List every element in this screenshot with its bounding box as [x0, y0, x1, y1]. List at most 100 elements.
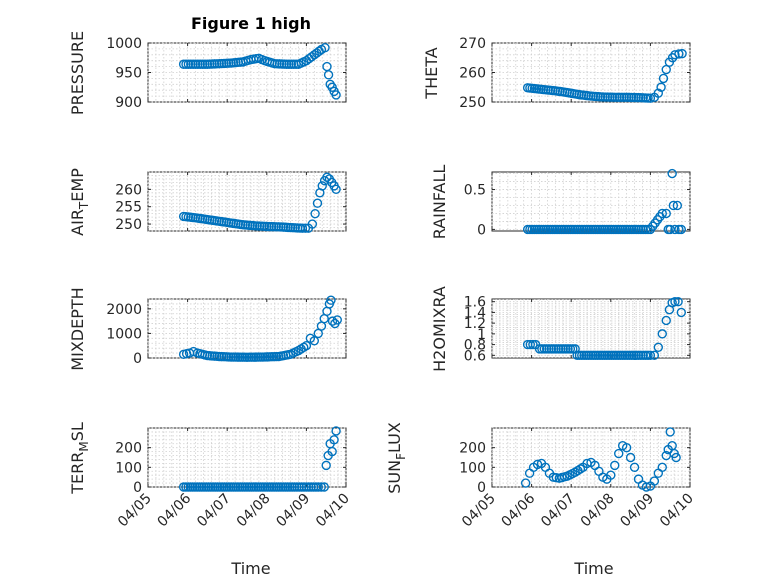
x-tick-label: 04/10: [313, 491, 353, 531]
data-point: [323, 70, 334, 80]
data-points: [522, 296, 686, 361]
y-axis-label-part: AIR: [68, 209, 87, 236]
x-tick-label: 04/08: [234, 491, 274, 531]
data-point: [310, 208, 320, 219]
data-point: [673, 296, 683, 307]
data-point: [661, 315, 671, 326]
data-point: [316, 482, 326, 492]
subplot-theta: 250 260 270 THETA: [422, 36, 691, 111]
data-point: [332, 315, 342, 325]
data-point: [657, 208, 667, 219]
axes-box: [491, 427, 691, 488]
grid-lines: [147, 298, 347, 359]
y-axis-label-part: TERR: [68, 452, 87, 495]
subplot-pressure: 900 950 1000 PRESSURE: [68, 31, 347, 115]
subplot-mixdepth: 0 1000 2000 MIXDEPTH: [68, 287, 347, 371]
data-point: [520, 478, 531, 488]
data-point: [674, 49, 684, 59]
data-point: [326, 295, 336, 305]
y-axis-label-part: SL: [68, 422, 87, 441]
y-tick-label: 0.5: [464, 183, 486, 199]
y-tick-label: 0: [133, 351, 142, 367]
x-ticks: 04/05 04/06 04/07 04/08 04/09 04/10: [115, 490, 353, 530]
data-point: [570, 344, 580, 354]
y-axis-label: PRESSURE: [68, 31, 87, 115]
x-axis-label: Time: [573, 559, 613, 578]
data-point: [307, 219, 318, 229]
y-tick-label: 1: [477, 327, 486, 343]
y-tick-label: 900: [115, 95, 142, 111]
data-point: [661, 208, 671, 219]
data-point: [625, 452, 636, 463]
data-point: [649, 476, 660, 486]
y-tick-label: 100: [459, 460, 486, 476]
x-tick-label: 04/06: [499, 490, 539, 530]
data-point: [319, 482, 329, 492]
data-point: [317, 181, 327, 191]
data-point: [331, 184, 341, 195]
data-point: [329, 435, 339, 445]
y-axis-label-subscript: F: [394, 453, 408, 460]
data-point: [331, 426, 341, 436]
data-points: [178, 295, 342, 362]
data-points: [522, 168, 686, 235]
x-tick-label: 04/08: [578, 491, 618, 531]
data-point: [610, 460, 620, 471]
data-points: [178, 426, 341, 492]
y-ticks: 250 260 270: [459, 36, 690, 111]
y-axis-label: H2OMIXRA: [430, 286, 449, 372]
data-point: [301, 341, 312, 351]
data-point: [653, 342, 664, 352]
data-point: [670, 224, 680, 235]
y-tick-label: 270: [459, 36, 486, 52]
y-axis-label-subscript: T: [77, 201, 91, 210]
y-tick-label: 1.2: [464, 316, 486, 332]
y-axis-label-part: SUN: [385, 460, 404, 494]
data-point: [649, 350, 660, 361]
y-tick-label: 250: [459, 95, 486, 111]
subplot-terr-msl: 0 100 200 04/05 04/06 04/07 04/08 04/09 04/10 T…: [68, 422, 353, 578]
y-tick-label: 0.6: [464, 348, 486, 364]
y-tick-label: 1.6: [464, 295, 486, 311]
axes-box: [147, 427, 347, 488]
data-points: [178, 43, 341, 100]
data-point: [676, 224, 686, 235]
data-point: [614, 448, 624, 459]
data-point: [629, 462, 640, 473]
data-point: [300, 223, 311, 233]
y-tick-label: 100: [115, 460, 142, 476]
x-tick-label: 04/07: [194, 491, 234, 531]
y-axis-label: MIXDEPTH: [68, 287, 87, 370]
y-ticks: 900 950 1000: [106, 36, 346, 111]
data-point: [671, 452, 681, 463]
x-tick-label: 04/05: [115, 491, 155, 531]
y-tick-label: 250: [115, 217, 142, 233]
y-tick-label: 1000: [106, 36, 142, 52]
y-tick-label: 0: [133, 480, 142, 496]
y-tick-label: 200: [459, 441, 486, 457]
data-point: [658, 73, 669, 84]
y-tick-label: 260: [115, 182, 142, 198]
y-tick-label: 255: [115, 200, 142, 216]
data-point: [528, 339, 538, 350]
data-point: [645, 350, 656, 361]
data-point: [665, 224, 675, 235]
data-point: [672, 200, 683, 211]
data-point: [657, 462, 667, 473]
y-tick-label: 1000: [106, 326, 142, 342]
data-point: [525, 339, 535, 350]
subplot-sun-flux: 0 100 200 04/05 04/06 04/07 04/08 04/09 04/10 S…: [385, 422, 697, 578]
data-point: [331, 90, 341, 100]
data-point: [327, 316, 338, 326]
data-point: [653, 88, 664, 98]
data-point: [656, 82, 666, 92]
data-point: [670, 50, 680, 60]
data-points: [522, 48, 687, 103]
y-axis-label-subscript: M: [77, 441, 91, 451]
y-ticks: 0 1000 2000: [106, 302, 346, 367]
data-point: [667, 168, 677, 179]
y-axis-label-part: LUX: [385, 422, 404, 453]
